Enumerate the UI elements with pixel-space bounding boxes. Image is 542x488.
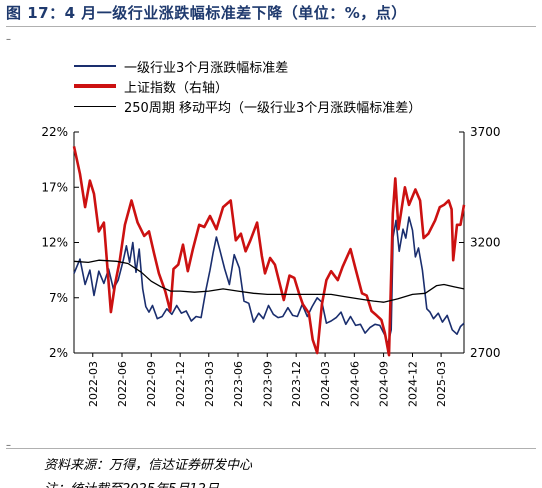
legend-label-ma: 250周期 移动平均（一级行业3个月涨跌幅标准差） xyxy=(124,100,422,116)
x-tick-label: 2022-06 xyxy=(116,361,129,407)
x-tick-label: 2024-06 xyxy=(348,361,361,407)
y-left-tick-label: 7% xyxy=(49,291,68,305)
corner-mark-top: – xyxy=(6,34,11,45)
tick-labels-group: 2% 7% 12% 17% 22% 2700 3200 3700 2022-03 2022-06 2… xyxy=(41,125,500,407)
y-right-tick-label: 2700 xyxy=(470,346,501,360)
series-std-line xyxy=(73,216,465,345)
series-index-line xyxy=(72,146,466,357)
legend-item-ma: 250周期 移动平均（一级行业3个月涨跌幅标准差） xyxy=(74,96,421,116)
figure-title: 图 17：4 月一级行业涨跌幅标准差下降（单位：%，点） xyxy=(6,4,407,22)
legend-swatch-ma xyxy=(74,105,116,107)
series-ma-line xyxy=(73,259,465,303)
x-tick-label: 2023-03 xyxy=(203,361,216,407)
corner-mark-bottom: – xyxy=(6,440,11,451)
axes-group xyxy=(73,131,465,357)
legend-swatch-std xyxy=(74,65,116,67)
legend-label-std: 一级行业3个月涨跌幅标准差 xyxy=(124,60,289,76)
x-tick-label: 2024-09 xyxy=(378,361,391,407)
y-left-tick-label: 22% xyxy=(41,125,68,139)
source-rule xyxy=(6,448,536,449)
note-text: 注：统计截至2025年5月12日 xyxy=(44,478,219,488)
source-text: 资料来源：万得，信达证券研发中心 xyxy=(44,458,253,473)
y-left-tick-label: 17% xyxy=(41,180,68,194)
x-tick-label: 2022-09 xyxy=(145,361,158,407)
chart-legend: 一级行业3个月涨跌幅标准差 上证指数（右轴） 250周期 移动平均（一级行业3个… xyxy=(74,56,421,116)
x-tick-label: 2024-03 xyxy=(319,361,332,407)
legend-item-index: 上证指数（右轴） xyxy=(74,76,421,96)
legend-label-index: 上证指数（右轴） xyxy=(124,80,229,96)
y-right-tick-label: 3200 xyxy=(470,236,501,250)
x-tick-label: 2023-12 xyxy=(290,361,303,407)
x-tick-label: 2022-12 xyxy=(174,361,187,407)
legend-swatch-index xyxy=(74,84,116,88)
x-tick-label: 2025-03 xyxy=(435,361,448,407)
y-left-tick-label: 12% xyxy=(41,236,68,250)
y-left-tick-label: 2% xyxy=(49,346,68,360)
y-right-tick-label: 3700 xyxy=(470,125,501,139)
x-tick-label: 2024-12 xyxy=(407,361,420,407)
legend-item-std: 一级行业3个月涨跌幅标准差 xyxy=(74,56,421,76)
series-group xyxy=(72,146,466,357)
title-rule xyxy=(6,26,536,27)
x-tick-label: 2023-06 xyxy=(232,361,245,407)
x-tick-label: 2022-03 xyxy=(87,361,100,407)
x-tick-label: 2023-09 xyxy=(261,361,274,407)
